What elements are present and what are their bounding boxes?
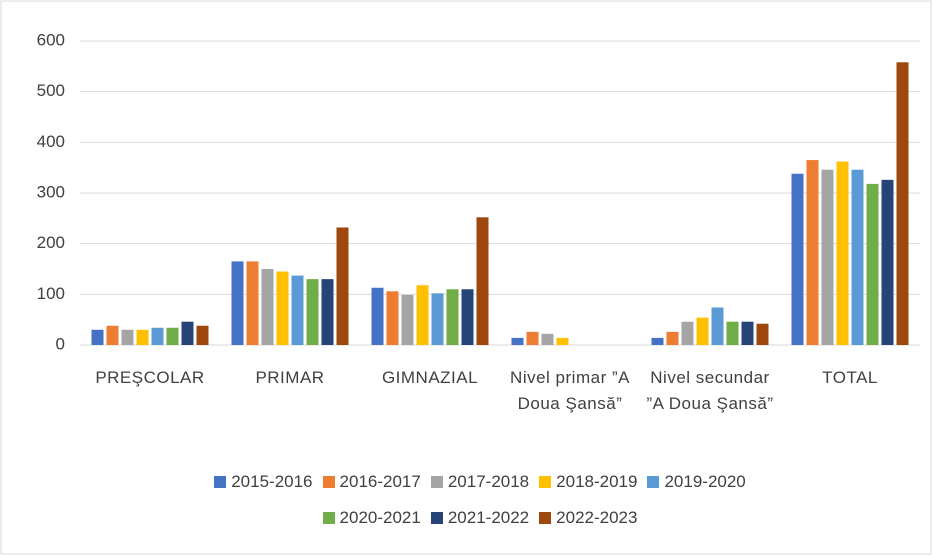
legend-item: 2018-2019: [539, 472, 637, 492]
y-tick-label: 200: [37, 233, 65, 252]
legend-swatch: [322, 512, 335, 524]
legend-swatch: [539, 512, 552, 524]
bar: [121, 329, 134, 345]
bar: [726, 321, 739, 345]
bar: [276, 271, 289, 345]
bar: [756, 323, 769, 345]
bar: [181, 321, 194, 345]
legend-swatch: [430, 476, 443, 488]
bar: [91, 329, 104, 345]
bar: [106, 325, 119, 345]
legend-item: 2019-2020: [647, 472, 746, 492]
x-tick-label: Nivel primar ”A Doua Şansă”: [510, 368, 630, 413]
bar: [821, 169, 834, 345]
bar: [851, 169, 864, 345]
bar: [476, 217, 489, 345]
bar: [231, 261, 244, 345]
legend-label: 2021-2022: [447, 508, 530, 527]
y-tick-label: 600: [37, 30, 65, 49]
legend-label: 2017-2018: [447, 472, 530, 491]
bar: [166, 327, 179, 345]
bar: [666, 331, 679, 345]
x-tick-label: GIMNAZIAL: [381, 368, 479, 387]
bar: [711, 307, 724, 345]
y-tick-label: 100: [37, 284, 65, 303]
y-tick-label: 500: [37, 81, 65, 100]
bar: [741, 321, 754, 345]
legend-label: 2022-2023: [556, 508, 638, 527]
bar: [511, 337, 524, 345]
bar: [681, 321, 694, 345]
bar: [806, 160, 819, 345]
bar: [556, 337, 569, 345]
legend: 2015-2016 2016-2017 2017-2018 2018-2019 2019…: [200, 472, 760, 528]
bar: [446, 289, 459, 345]
bar: [836, 161, 849, 345]
legend-swatch: [539, 476, 552, 488]
legend-label: 2016-2017: [339, 472, 421, 491]
legend-item: 2015-2016: [214, 472, 313, 492]
bar: [866, 183, 879, 345]
legend-label: 2019-2020: [664, 472, 746, 491]
bar: [246, 261, 259, 345]
bar: [386, 291, 399, 345]
x-tick-label: PREŞCOLAR: [95, 368, 205, 387]
legend-item: 2020-2021: [322, 508, 421, 528]
x-tick-label: Nivel secundar ”A Doua Şansă”: [646, 368, 774, 413]
bar: [791, 173, 804, 345]
bar: [431, 293, 444, 345]
bar: [136, 329, 149, 345]
legend-swatch: [647, 476, 660, 488]
legend-label: 2015-2016: [231, 472, 313, 491]
bar: [896, 62, 909, 345]
y-tick-label: 400: [37, 132, 65, 151]
bar: [306, 279, 319, 345]
bar: [881, 179, 894, 345]
legend-label: 2020-2021: [339, 508, 421, 527]
x-tick-label: TOTAL: [822, 368, 878, 387]
bar: [401, 294, 414, 345]
bar: [461, 289, 474, 345]
legend-item: 2022-2023: [539, 508, 637, 528]
legend-swatch: [430, 512, 443, 524]
legend-swatch: [214, 476, 227, 488]
legend-item: 2017-2018: [430, 472, 530, 492]
bar: [291, 275, 304, 345]
legend-item: 2021-2022: [430, 508, 530, 528]
bar: [336, 227, 349, 345]
bar: [371, 287, 384, 345]
bar: [416, 285, 429, 345]
y-tick-label: 300: [37, 182, 65, 201]
bar: [151, 327, 164, 345]
y-tick-label: 0: [56, 334, 65, 353]
bar: [526, 331, 539, 345]
legend-swatch: [322, 476, 335, 488]
legend-label: 2018-2019: [556, 472, 638, 491]
legend-item: 2016-2017: [322, 472, 421, 492]
bar: [541, 333, 554, 345]
bar: [261, 269, 274, 345]
bar: [696, 317, 709, 345]
bar: [321, 279, 334, 345]
x-tick-label: PRIMAR: [255, 368, 325, 387]
bar: [196, 325, 209, 345]
bar: [651, 337, 664, 345]
